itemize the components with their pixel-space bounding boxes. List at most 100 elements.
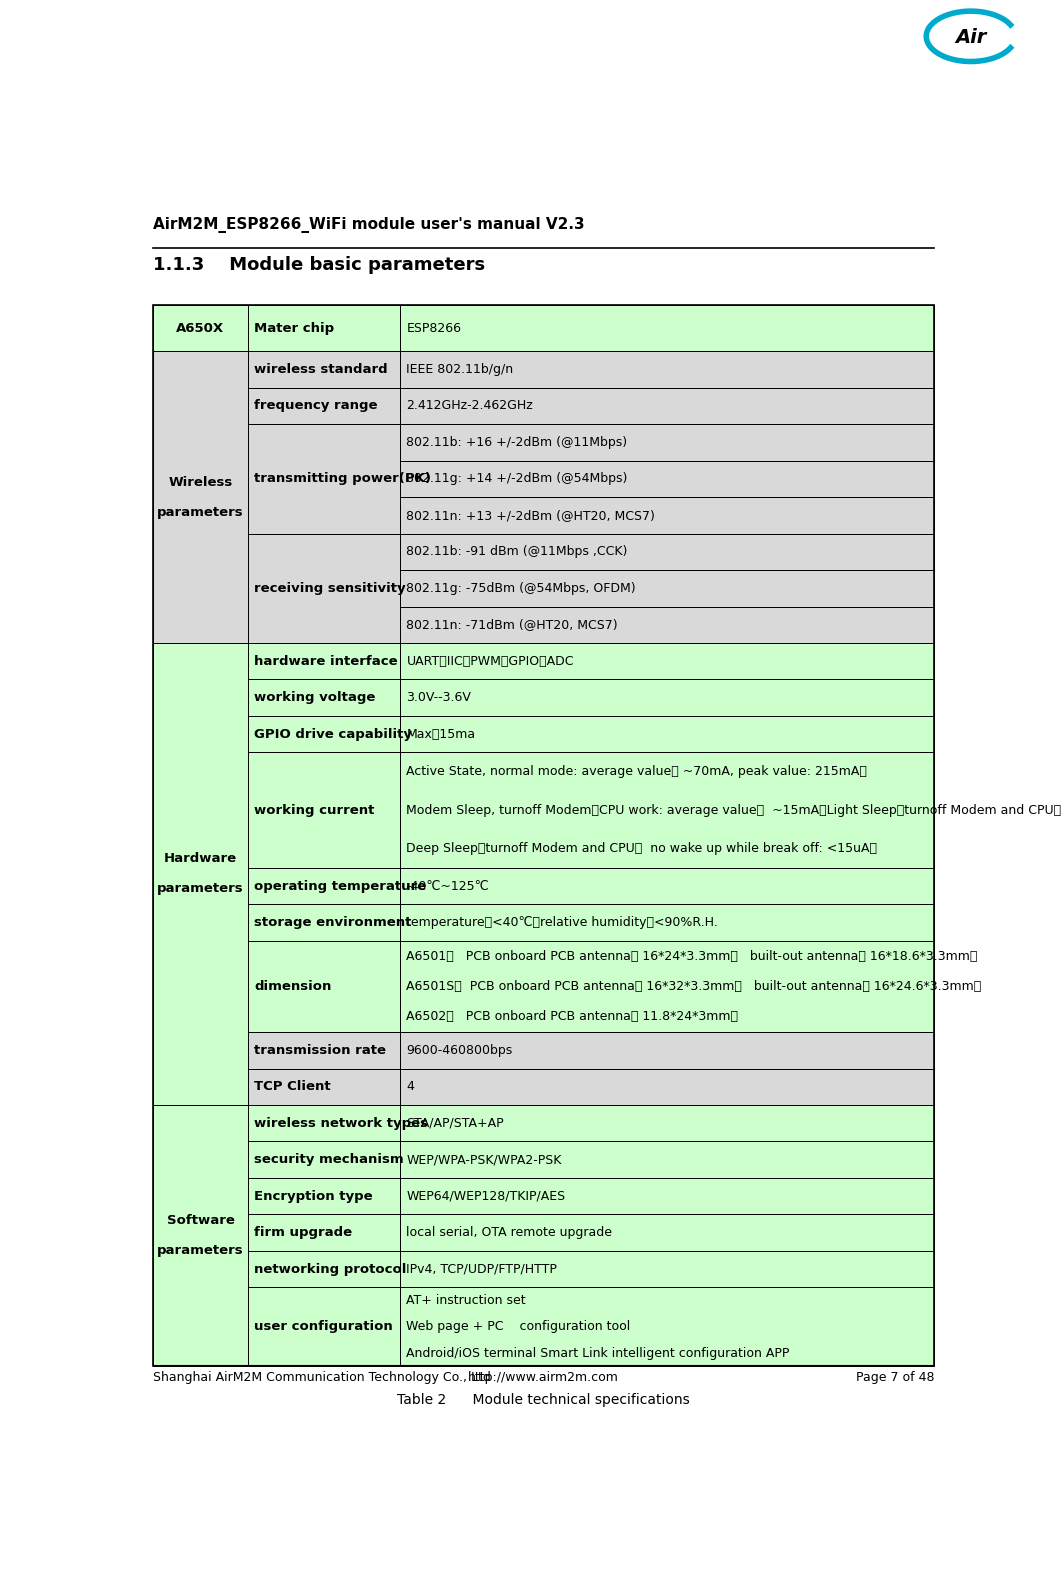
Text: wireless network types: wireless network types	[255, 1116, 429, 1129]
Bar	[248, 1214, 400, 1251]
Text: working current: working current	[255, 804, 375, 816]
Text: AirM2M_ESP8266_WiFi module user's manual V2.3: AirM2M_ESP8266_WiFi module user's manual…	[153, 218, 585, 234]
Text: 802.11b: +16 +/-2dBm (@11Mbps): 802.11b: +16 +/-2dBm (@11Mbps)	[406, 436, 627, 448]
Bar	[400, 1069, 935, 1105]
Text: working voltage: working voltage	[255, 692, 376, 704]
Text: 802.11g: -75dBm (@54Mbps, OFDM): 802.11g: -75dBm (@54Mbps, OFDM)	[406, 581, 636, 595]
Text: 802.11b: -91 dBm (@11Mbps ,CCK): 802.11b: -91 dBm (@11Mbps ,CCK)	[406, 545, 628, 559]
Text: http://www.airm2m.com: http://www.airm2m.com	[468, 1371, 620, 1385]
Text: Deep Sleep，turnoff Modem and CPU，  no wake up while break off: <15uA；: Deep Sleep，turnoff Modem and CPU， no wak…	[406, 842, 877, 856]
Text: temperature：<40℃，relative humidity：<90%R.H.: temperature：<40℃，relative humidity：<90%R…	[406, 916, 718, 928]
Bar	[248, 305, 400, 351]
Bar	[153, 1105, 247, 1366]
Bar	[248, 534, 400, 570]
Bar	[400, 1142, 935, 1178]
Bar	[400, 305, 935, 351]
Text: UART，IIC，PWM，GPIO，ADC: UART，IIC，PWM，GPIO，ADC	[406, 655, 574, 668]
Bar	[248, 534, 400, 643]
Text: Android/iOS terminal Smart Link intelligent configuration APP: Android/iOS terminal Smart Link intellig…	[406, 1347, 789, 1360]
Bar	[400, 679, 935, 715]
Bar	[248, 497, 400, 534]
Text: firm upgrade: firm upgrade	[255, 1227, 352, 1240]
Bar	[248, 1069, 400, 1105]
Text: A6502：   PCB onboard PCB antenna： 11.8*24*3mm；: A6502： PCB onboard PCB antenna： 11.8*24*…	[406, 1011, 738, 1023]
Text: GPIO drive capability: GPIO drive capability	[255, 728, 413, 741]
Text: AT+ instruction set: AT+ instruction set	[406, 1295, 526, 1307]
Text: IPv4, TCP/UDP/FTP/HTTP: IPv4, TCP/UDP/FTP/HTTP	[406, 1263, 557, 1276]
Bar	[248, 715, 400, 753]
Bar	[248, 606, 400, 643]
Text: Hardware

parameters: Hardware parameters	[157, 853, 244, 895]
Text: 802.11n: +13 +/-2dBm (@HT20, MCS7): 802.11n: +13 +/-2dBm (@HT20, MCS7)	[406, 508, 656, 521]
Text: Mater chip: Mater chip	[255, 322, 334, 335]
Bar	[248, 1033, 400, 1069]
Bar	[248, 679, 400, 715]
Bar	[248, 1142, 400, 1178]
Text: networking protocol: networking protocol	[255, 1263, 406, 1276]
Bar	[248, 425, 400, 461]
Bar	[400, 497, 935, 534]
Text: security mechanism: security mechanism	[255, 1153, 404, 1167]
Text: 802.11g: +14 +/-2dBm (@54Mbps): 802.11g: +14 +/-2dBm (@54Mbps)	[406, 472, 628, 485]
Bar	[153, 305, 247, 351]
Text: Page 7 of 48: Page 7 of 48	[856, 1371, 935, 1385]
Text: Active State, normal mode: average value： ~70mA, peak value: 215mA；: Active State, normal mode: average value…	[406, 766, 867, 778]
Bar	[400, 753, 935, 868]
Text: user configuration: user configuration	[255, 1320, 393, 1333]
Bar	[248, 1287, 400, 1366]
Bar	[400, 905, 935, 941]
Text: 2.412GHz-2.462GHz: 2.412GHz-2.462GHz	[406, 399, 534, 412]
Bar	[153, 643, 247, 1105]
Bar	[248, 388, 400, 425]
Bar	[400, 715, 935, 753]
Bar	[248, 1251, 400, 1287]
Text: dimension: dimension	[255, 981, 332, 993]
Text: Max：15ma: Max：15ma	[406, 728, 475, 741]
Text: WEP64/WEP128/TKIP/AES: WEP64/WEP128/TKIP/AES	[406, 1189, 566, 1203]
Text: Table 2      Module technical specifications: Table 2 Module technical specifications	[398, 1393, 690, 1407]
Text: operating temperature: operating temperature	[255, 880, 427, 892]
Text: local serial, OTA remote upgrade: local serial, OTA remote upgrade	[406, 1227, 612, 1240]
Bar	[400, 1105, 935, 1142]
Bar	[400, 1287, 935, 1366]
Text: receiving sensitivity: receiving sensitivity	[255, 581, 406, 595]
Text: 9600-460800bps: 9600-460800bps	[406, 1044, 512, 1056]
Text: storage environment: storage environment	[255, 916, 412, 928]
Text: frequency range: frequency range	[255, 399, 378, 412]
Text: transmitting power(PK): transmitting power(PK)	[255, 472, 432, 485]
Bar	[248, 941, 400, 1033]
Text: -40℃~125℃: -40℃~125℃	[406, 880, 489, 892]
Bar	[153, 351, 247, 643]
Bar	[248, 1178, 400, 1214]
Bar	[153, 305, 935, 1366]
Bar	[248, 351, 400, 388]
Bar	[248, 425, 400, 534]
Bar	[400, 1033, 935, 1069]
Bar	[400, 1251, 935, 1287]
Bar	[248, 643, 400, 679]
Bar	[248, 461, 400, 497]
Text: STA/AP/STA+AP: STA/AP/STA+AP	[406, 1116, 504, 1129]
Text: Shanghai AirM2M Communication Technology Co., Ltd: Shanghai AirM2M Communication Technology…	[153, 1371, 491, 1385]
Bar	[400, 643, 935, 679]
Text: IEEE 802.11b/g/n: IEEE 802.11b/g/n	[406, 363, 514, 376]
Bar	[400, 606, 935, 643]
Text: Software

parameters: Software parameters	[157, 1214, 244, 1257]
Text: A6501：   PCB onboard PCB antenna： 16*24*3.3mm；   built-out antenna： 16*18.6*3.3m: A6501： PCB onboard PCB antenna： 16*24*3.…	[406, 949, 978, 963]
Text: 802.11n: -71dBm (@HT20, MCS7): 802.11n: -71dBm (@HT20, MCS7)	[406, 619, 619, 632]
Text: TCP Client: TCP Client	[255, 1080, 331, 1093]
Bar	[248, 905, 400, 941]
Bar	[248, 1105, 400, 1142]
Bar	[400, 351, 935, 388]
Text: 3.0V--3.6V: 3.0V--3.6V	[406, 692, 471, 704]
Text: Encryption type: Encryption type	[255, 1189, 373, 1203]
Text: 1.1.3    Module basic parameters: 1.1.3 Module basic parameters	[153, 256, 485, 275]
Text: Wireless

parameters: Wireless parameters	[157, 475, 244, 518]
Text: transmission rate: transmission rate	[255, 1044, 386, 1056]
Bar	[400, 425, 935, 461]
Text: wireless standard: wireless standard	[255, 363, 388, 376]
Bar	[400, 388, 935, 425]
Bar	[248, 570, 400, 606]
Bar	[400, 941, 935, 1033]
Text: A650X: A650X	[176, 322, 225, 335]
